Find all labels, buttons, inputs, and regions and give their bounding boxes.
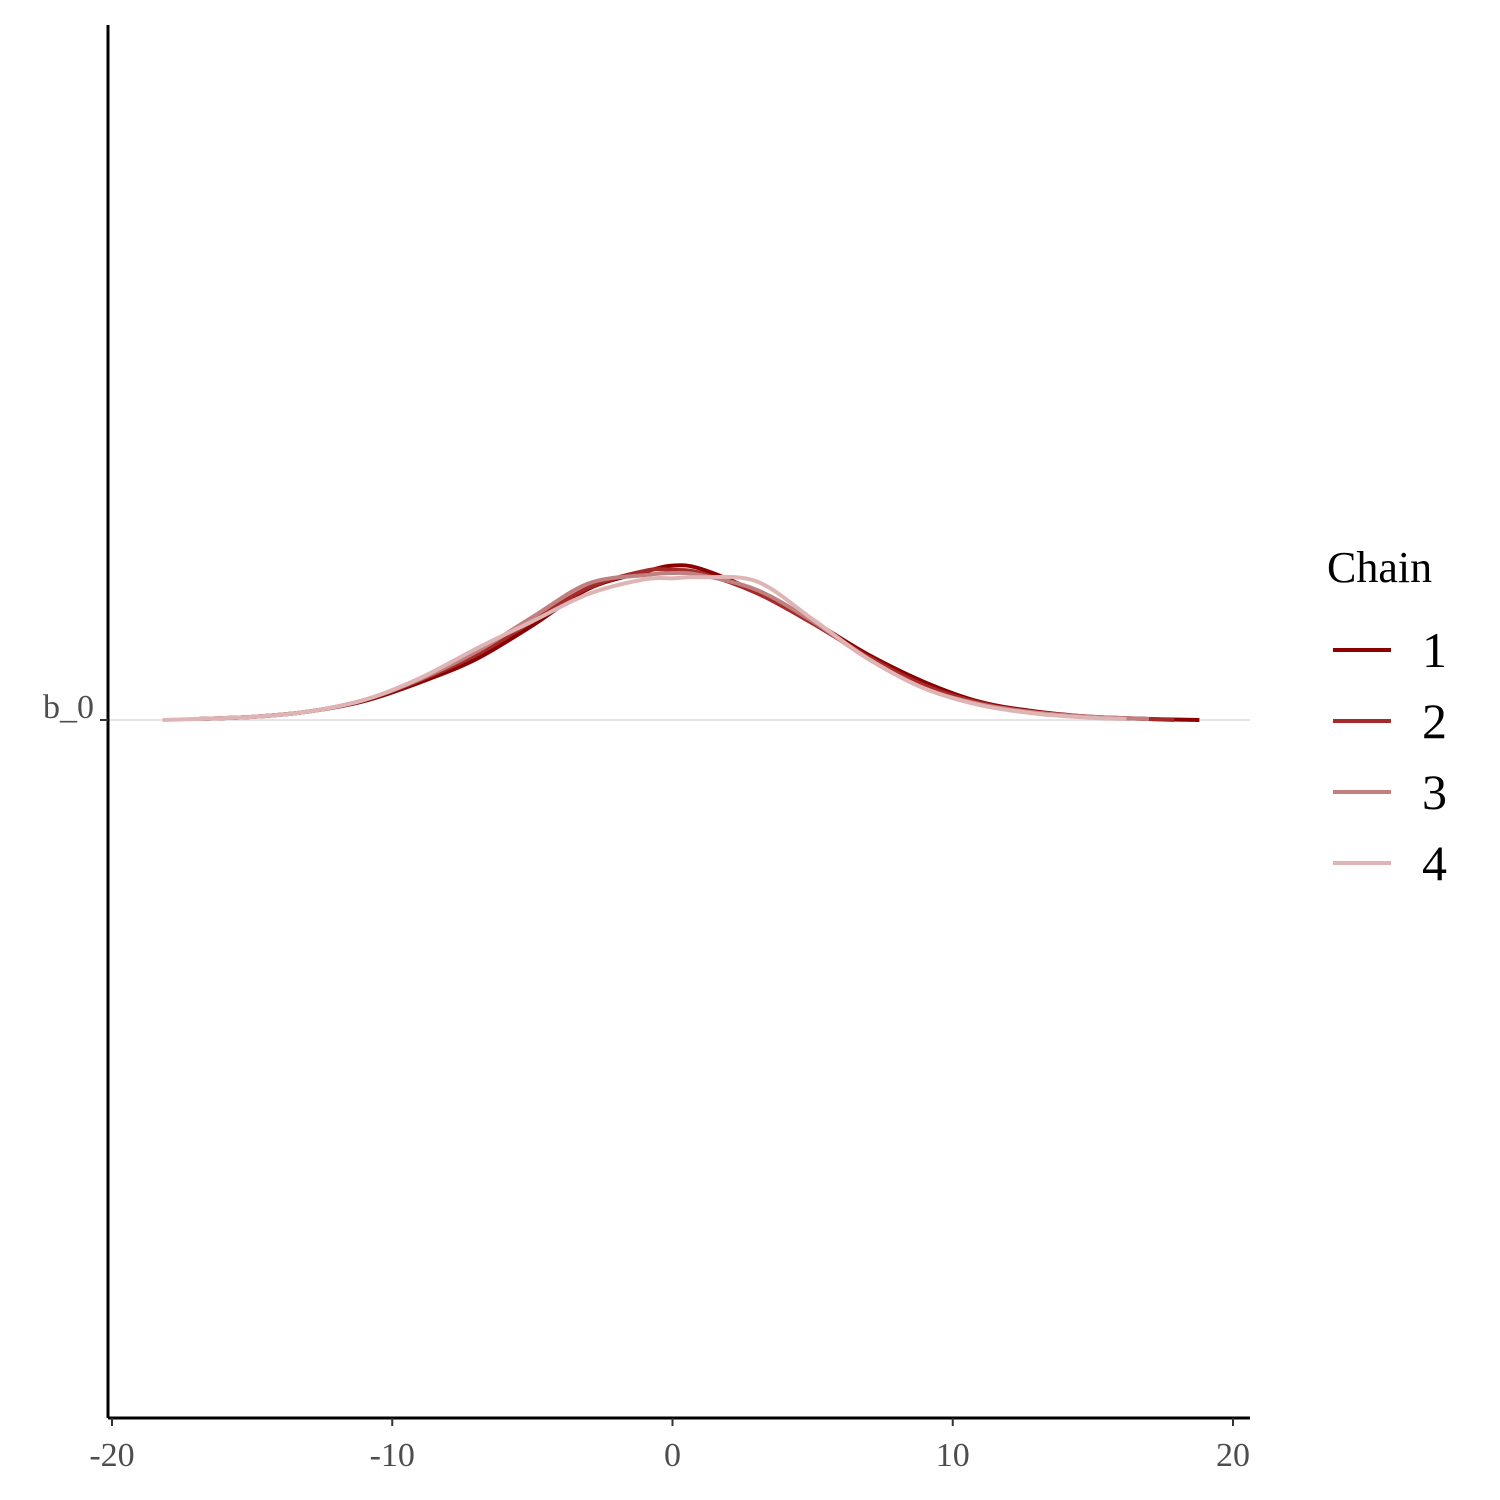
legend-label-chain-4: 4 [1422,835,1447,891]
x-axis: -20 -10 0 10 20 [89,1416,1250,1474]
density-line-chain-4 [162,574,1127,722]
y-axis: b_0 [43,25,110,1418]
legend-label-chain-2: 2 [1422,693,1447,749]
plot-area [108,563,1250,722]
legend-title: Chain [1327,543,1432,592]
x-tick-label: -10 [370,1437,415,1474]
density-line-chain-3 [196,570,1149,721]
x-tick-label: -20 [89,1437,134,1474]
legend-label-chain-3: 3 [1422,764,1447,820]
legend: Chain 1 2 3 4 [1327,543,1447,891]
x-tick-label: 20 [1216,1437,1250,1474]
y-tick-label: b_0 [43,689,94,726]
x-tick-label: 0 [664,1437,681,1474]
density-line-chain-2 [196,567,1175,722]
density-line-chain-1 [196,563,1200,722]
x-tick-label: 10 [936,1437,970,1474]
legend-label-chain-1: 1 [1422,622,1447,678]
